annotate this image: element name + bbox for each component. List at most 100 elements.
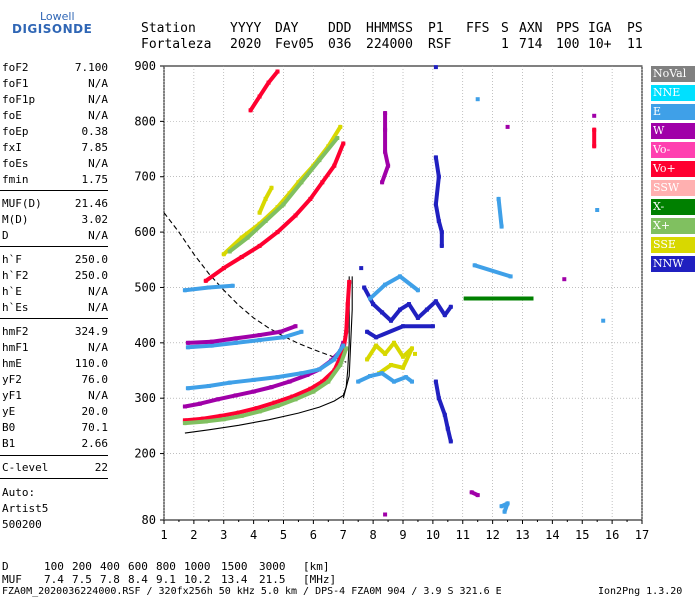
echo-trace bbox=[236, 406, 259, 415]
echo-trace bbox=[401, 346, 414, 370]
echo-trace bbox=[299, 158, 322, 185]
echo-trace bbox=[368, 371, 385, 379]
echo-trace bbox=[233, 389, 256, 398]
param-value: N/A bbox=[88, 389, 108, 402]
param-value: N/A bbox=[88, 229, 108, 242]
echo-trace bbox=[275, 191, 292, 210]
x-tick-label: 4 bbox=[250, 528, 257, 542]
x-tick-label: 14 bbox=[545, 528, 559, 542]
header-label: S bbox=[501, 21, 509, 36]
param-label: MUF(D) bbox=[2, 197, 42, 210]
footer-muf-value: 7.8 bbox=[100, 573, 120, 586]
param-separator bbox=[0, 318, 108, 319]
logo-lowell-text: Lowell bbox=[40, 10, 75, 23]
header-label: AXN bbox=[519, 21, 543, 36]
param-value: N/A bbox=[88, 77, 108, 90]
footer-d-value: 1000 bbox=[184, 560, 211, 573]
plot-frame bbox=[163, 65, 643, 521]
echo-trace bbox=[320, 163, 337, 185]
echo-point bbox=[359, 266, 364, 271]
footer-d-value: [km] bbox=[303, 560, 330, 573]
x-tick-label: 1 bbox=[160, 528, 167, 542]
echo-point bbox=[601, 318, 606, 323]
param-separator bbox=[0, 246, 108, 247]
echo-trace bbox=[275, 213, 298, 235]
echo-trace bbox=[472, 263, 513, 279]
header-label: PS bbox=[627, 21, 643, 36]
param-label: yF2 bbox=[2, 373, 22, 386]
echo-trace bbox=[287, 180, 301, 196]
header-value: 714 bbox=[519, 37, 543, 52]
x-tick-label: 15 bbox=[575, 528, 589, 542]
footer-d-value: 800 bbox=[156, 560, 176, 573]
legend-entry: Vo+ bbox=[651, 161, 695, 177]
echo-trace bbox=[326, 124, 343, 149]
echo-trace bbox=[433, 299, 447, 318]
footer-d-value: 400 bbox=[100, 560, 120, 573]
echo-trace bbox=[281, 180, 304, 207]
param-label: B1 bbox=[2, 437, 16, 450]
echo-trace bbox=[320, 368, 337, 384]
param-value: 22 bbox=[94, 461, 108, 474]
param-row: MUF(D) 21.46 bbox=[2, 197, 108, 210]
param-label: hmE bbox=[2, 357, 22, 370]
param-label: D bbox=[2, 229, 9, 242]
param-value: 250.0 bbox=[74, 269, 108, 282]
echo-trace bbox=[272, 394, 295, 405]
echo-trace bbox=[433, 174, 441, 207]
echo-trace bbox=[317, 135, 340, 163]
echo-trace bbox=[239, 243, 262, 260]
profile-curve bbox=[342, 276, 353, 399]
x-tick-label: 16 bbox=[605, 528, 619, 542]
echo-trace bbox=[218, 410, 241, 418]
echo-trace bbox=[203, 266, 226, 283]
x-tick-label: 7 bbox=[340, 528, 347, 542]
header-label: DDD bbox=[328, 21, 352, 36]
legend-entry: X- bbox=[651, 199, 695, 215]
echo-trace bbox=[200, 413, 223, 421]
param-value: N/A bbox=[88, 341, 108, 354]
echo-trace bbox=[345, 279, 352, 307]
legend-entry: NNE bbox=[651, 85, 695, 101]
echo-trace bbox=[406, 302, 420, 320]
echo-trace bbox=[257, 230, 280, 248]
param-row: fxI 7.85 bbox=[2, 141, 108, 154]
legend-entry: E bbox=[651, 104, 695, 120]
echo-trace bbox=[245, 219, 268, 240]
echo-trace bbox=[308, 180, 325, 201]
echo-trace bbox=[326, 362, 343, 384]
echo-trace bbox=[433, 379, 441, 401]
echo-trace bbox=[311, 379, 331, 394]
echo-trace bbox=[389, 307, 403, 323]
param-row: h`F2 250.0 bbox=[2, 269, 108, 282]
footer-d-value: 3000 bbox=[259, 560, 286, 573]
echo-trace bbox=[442, 304, 453, 318]
echo-trace bbox=[389, 362, 405, 370]
footer-muf-value: 8.4 bbox=[128, 573, 148, 586]
echo-trace bbox=[209, 336, 238, 344]
echo-trace bbox=[203, 417, 226, 424]
header-label: DAY bbox=[275, 21, 299, 36]
echo-trace bbox=[227, 235, 250, 254]
param-value: 3.02 bbox=[81, 213, 109, 226]
param-value: N/A bbox=[88, 93, 108, 106]
echo-trace bbox=[233, 338, 262, 345]
x-tick-label: 2 bbox=[190, 528, 197, 542]
echo-trace bbox=[317, 357, 337, 372]
echo-trace bbox=[221, 235, 244, 257]
echo-trace bbox=[332, 343, 346, 362]
param-separator bbox=[0, 478, 108, 479]
echo-trace bbox=[263, 202, 286, 224]
param-label: fmin bbox=[2, 173, 29, 186]
param-label: hmF1 bbox=[2, 341, 29, 354]
footer-d-value: 1500 bbox=[221, 560, 248, 573]
legend-entry: X+ bbox=[651, 218, 695, 234]
y-tick-label: 800 bbox=[134, 114, 156, 128]
echo-trace bbox=[380, 310, 394, 323]
echo-trace bbox=[293, 389, 316, 402]
auto-version: 500200 bbox=[2, 518, 42, 531]
y-tick-label: 300 bbox=[134, 391, 156, 405]
echo-trace bbox=[442, 412, 450, 431]
echo-point bbox=[595, 208, 600, 212]
